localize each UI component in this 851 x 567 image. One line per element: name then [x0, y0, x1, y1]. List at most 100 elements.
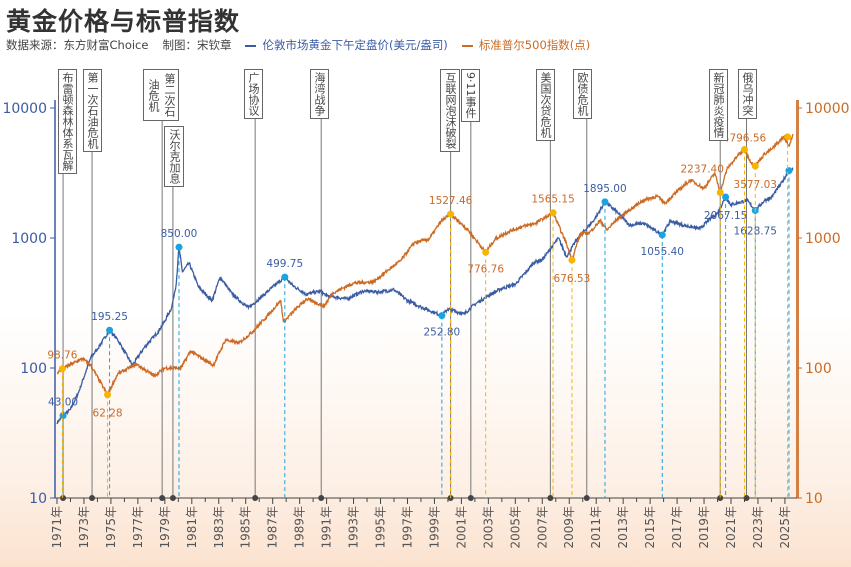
x-tick-label: 1981年 — [185, 506, 199, 549]
x-tick-label: 1971年 — [50, 506, 64, 549]
x-tick-label: 1983年 — [212, 506, 226, 549]
legend-sp500-swatch — [461, 44, 473, 47]
legend-gold: 伦敦市场黄金下午定盘价(美元/盎司) — [245, 37, 448, 53]
sp500-marker-label: 1527.46 — [429, 195, 473, 207]
sp500-marker — [751, 162, 759, 170]
event-dot — [169, 495, 176, 501]
sp500-marker-label: 4796.56 — [723, 132, 767, 144]
event-dot — [89, 495, 96, 501]
x-tick-label: 2015年 — [643, 506, 657, 549]
right-y-tick-label: 1000 — [805, 231, 841, 247]
gold-marker — [722, 193, 730, 201]
event-dot — [743, 495, 750, 501]
event-label: 9·11事件 — [461, 69, 480, 122]
x-tick-label: 2003年 — [481, 506, 495, 549]
x-tick-label: 2011年 — [589, 506, 603, 549]
x-tick-label: 1987年 — [266, 506, 280, 549]
x-tick-label: 2007年 — [535, 506, 549, 549]
gold-marker-label: 499.75 — [266, 258, 303, 270]
event-dot — [252, 495, 259, 501]
data-source: 数据来源：东方财富Choice — [6, 38, 149, 52]
x-tick-label: 1997年 — [400, 506, 414, 549]
gold-marker-label: 850.00 — [161, 228, 198, 240]
gold-marker-label: 252.80 — [423, 327, 460, 339]
x-tick-label: 1977年 — [131, 506, 145, 549]
legend-sp500: 标准普尔500指数(点) — [461, 37, 591, 53]
x-tick-label: 1993年 — [347, 506, 361, 549]
sp500-marker-label: 776.76 — [467, 263, 504, 275]
left-y-tick-label: 100 — [20, 361, 47, 377]
left-y-tick-label: 10000 — [2, 101, 47, 117]
legend-gold-label: 伦敦市场黄金下午定盘价(美元/盎司) — [262, 38, 448, 52]
sp500-marker-label: 3577.03 — [734, 179, 777, 191]
right-y-tick-label: 100 — [805, 361, 832, 377]
gold-marker — [658, 231, 666, 239]
event-label: 海湾战争 — [310, 69, 329, 119]
x-tick-label: 1991年 — [320, 506, 334, 549]
event-label: 俄乌冲突 — [738, 69, 757, 119]
x-tick-label: 2019年 — [697, 506, 711, 549]
sp500-marker — [58, 365, 66, 373]
gold-marker — [281, 273, 289, 281]
sp500-marker-label: 1565.15 — [531, 194, 574, 206]
gold-marker-label: 1895.00 — [583, 183, 626, 195]
gold-marker — [59, 412, 67, 420]
x-tick-label: 1989年 — [293, 506, 307, 549]
x-tick-label: 2021年 — [724, 506, 738, 549]
sp500-marker — [740, 145, 748, 153]
event-dot — [547, 495, 554, 501]
x-tick-label: 2017年 — [670, 506, 684, 549]
gold-marker — [106, 326, 114, 334]
gold-marker-label: 1055.40 — [641, 246, 684, 258]
event-label: 新冠肺炎疫情 — [709, 69, 728, 141]
legend-sp500-label: 标准普尔500指数(点) — [478, 38, 591, 52]
right-axis-line — [796, 100, 799, 498]
event-label: 第二次石油危机 — [143, 69, 179, 121]
event-label: 互联网泡沫破裂 — [440, 69, 460, 152]
event-dot — [159, 495, 166, 501]
event-label: 第一次石油危机 — [83, 69, 102, 152]
sp500-marker-label: 2237.40 — [681, 164, 724, 176]
sp500-marker — [549, 209, 557, 217]
gold-marker — [785, 167, 793, 175]
x-tick-label: 1973年 — [77, 506, 91, 549]
sp500-marker-label: 676.53 — [554, 273, 591, 285]
event-dot — [318, 495, 325, 501]
chart-title: 黄金价格与标普指数 — [6, 7, 241, 36]
right-y-tick-label: 10000 — [805, 101, 850, 117]
event-dot — [583, 495, 590, 501]
subtitle-and-legend: 数据来源：东方财富Choice 制图：宋钦章 伦敦市场黄金下午定盘价(美元/盎司… — [6, 37, 590, 53]
x-tick-label: 1975年 — [104, 506, 118, 549]
sp500-marker — [447, 210, 455, 218]
sp500-marker-label: 62.28 — [93, 408, 123, 420]
x-tick-label: 2025年 — [778, 506, 792, 549]
author: 制图：宋钦章 — [162, 38, 232, 52]
sp500-marker — [482, 248, 490, 256]
sp500-marker — [568, 256, 576, 264]
event-label: 欧债危机 — [573, 69, 592, 119]
x-tick-label: 1999年 — [427, 506, 441, 549]
gold-marker-label: 195.25 — [91, 311, 128, 323]
x-tick-label: 2009年 — [562, 506, 576, 549]
x-tick-label: 2013年 — [616, 506, 630, 549]
gold-marker — [438, 312, 446, 320]
x-tick-label: 2005年 — [508, 506, 522, 549]
right-y-tick-label: 10 — [805, 491, 823, 507]
sp500-marker — [104, 391, 112, 399]
gold-marker-label: 43.00 — [48, 397, 78, 409]
event-label: 广场协议 — [244, 69, 263, 119]
sp500-marker — [784, 133, 792, 141]
x-tick-label: 1995年 — [374, 506, 388, 549]
legend-gold-swatch — [245, 44, 257, 47]
gold-marker — [175, 243, 183, 251]
left-y-tick-label: 1000 — [11, 231, 47, 247]
gold-marker-label: 2067.15 — [704, 210, 747, 222]
sp500-marker — [716, 189, 724, 197]
left-y-tick-label: 10 — [29, 491, 47, 507]
gold-price-line — [56, 166, 794, 425]
x-tick-label: 2023年 — [751, 506, 765, 549]
event-dot — [467, 495, 474, 501]
event-label: 美国次贷危机 — [536, 69, 555, 141]
event-dot — [60, 495, 67, 501]
